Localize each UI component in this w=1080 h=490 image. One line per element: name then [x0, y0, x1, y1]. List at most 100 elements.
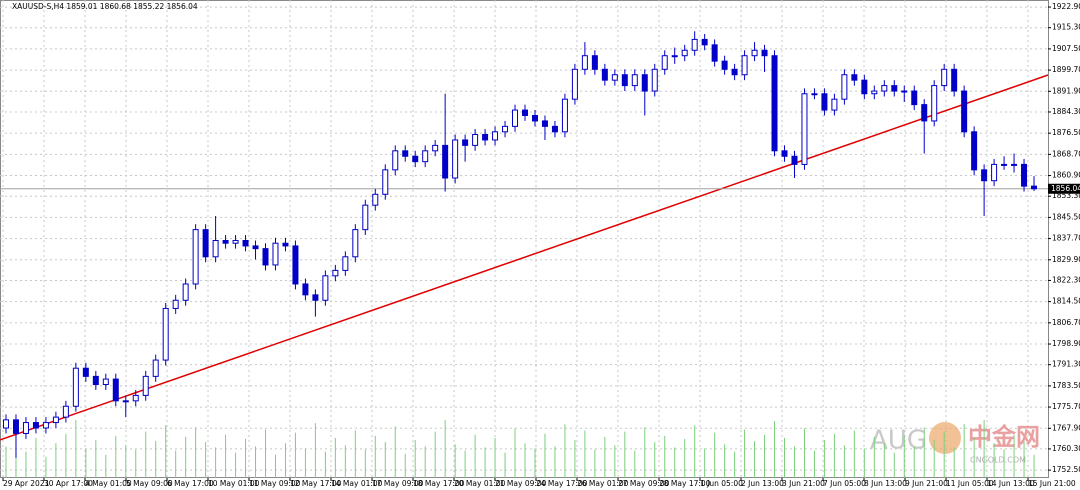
candle-body	[971, 131, 978, 171]
x-tick-label: 17 May 09:00	[372, 479, 424, 488]
candle-body	[282, 242, 289, 247]
x-tick-label: 24 May 17:00	[536, 479, 588, 488]
volume-bar	[724, 444, 726, 478]
candle-body	[641, 74, 648, 92]
volume-bar	[1013, 434, 1015, 478]
volume-bar	[504, 452, 506, 478]
watermark-logo	[929, 422, 961, 454]
volume-bar	[873, 436, 875, 478]
volume-bar	[624, 431, 626, 478]
volume-bar	[394, 426, 396, 478]
volume-bar	[235, 452, 237, 478]
candle-body	[591, 55, 598, 70]
watermark: CNGOLD.COM	[970, 456, 1026, 465]
volume-bar	[165, 425, 167, 478]
candle-body	[761, 49, 768, 57]
x-tick-label: 7 Jun 05:00	[823, 479, 866, 488]
volume-bar	[604, 436, 606, 478]
candle-body	[821, 93, 828, 111]
volume-bar	[35, 437, 37, 478]
candle-body	[362, 204, 369, 231]
volume-bar	[1003, 449, 1005, 478]
candle-body	[122, 400, 129, 403]
volume-bar	[833, 433, 835, 478]
volume-bar	[374, 435, 376, 478]
candle-body	[701, 38, 708, 46]
y-tick-label: 1922.90	[1052, 2, 1080, 11]
candle-body	[731, 68, 738, 76]
candle-body	[162, 307, 169, 361]
candle-body	[402, 150, 409, 157]
volume-bar	[334, 437, 336, 478]
candle-body	[921, 104, 928, 122]
candle-body	[292, 245, 299, 285]
candle-body	[342, 256, 349, 271]
x-tick-label: 1 Jun 05:00	[700, 479, 743, 488]
candle-body	[382, 169, 389, 195]
volume-bar	[215, 447, 217, 478]
candle-body	[182, 283, 189, 301]
candle-body	[801, 93, 808, 165]
candle-body	[601, 68, 608, 81]
candle-body	[372, 193, 379, 206]
candle-body	[771, 55, 778, 152]
volume-bar	[863, 448, 865, 478]
candle-body	[492, 131, 499, 141]
volume-bar	[983, 420, 985, 478]
x-tick-label: 8 Jun 13:00	[864, 479, 907, 488]
volume-bar	[314, 423, 316, 478]
x-tick-label: 10 May 01:00	[208, 479, 260, 488]
volume-bar	[514, 428, 516, 478]
volume-bar	[155, 441, 157, 478]
candle-body	[42, 422, 49, 429]
volume-bar	[913, 446, 915, 478]
volume-bar	[534, 448, 536, 478]
y-tick-label: 1868.70	[1052, 149, 1080, 158]
volume-bar	[494, 437, 496, 478]
candle-body	[92, 375, 99, 386]
y-tick-label: 1783.50	[1052, 381, 1080, 390]
volume-bar	[205, 442, 207, 478]
candle-body	[541, 120, 548, 127]
y-tick-label: 1845.50	[1052, 212, 1080, 221]
candle-body	[721, 60, 728, 70]
volume-bar	[265, 429, 266, 478]
volume-bar	[454, 444, 456, 478]
y-tick-label: 1884.30	[1052, 107, 1080, 116]
volume-bar	[843, 445, 845, 478]
volume-bar	[973, 437, 975, 478]
candle-body	[412, 155, 419, 163]
candle-body	[232, 239, 239, 244]
y-tick-label: 1837.70	[1052, 234, 1080, 243]
x-tick-label: 15 Jun 21:00	[1028, 479, 1076, 488]
candle-body	[581, 55, 588, 70]
volume-bar	[634, 450, 636, 478]
candle-body	[302, 283, 309, 296]
candle-body	[871, 90, 878, 95]
candle-body	[851, 74, 858, 81]
candle-body	[392, 150, 399, 171]
y-tick-label: 1791.30	[1052, 360, 1080, 369]
volume-bar	[793, 446, 795, 478]
candle-body	[711, 44, 718, 62]
volume-bar	[933, 440, 935, 478]
candle-body	[661, 55, 668, 70]
volume-bar	[474, 434, 476, 478]
y-tick-label: 1876.50	[1052, 128, 1080, 137]
x-tick-label: 12 May 17:00	[290, 479, 342, 488]
candle-body	[951, 68, 958, 92]
candle-body	[502, 125, 509, 133]
candle-body	[132, 394, 139, 402]
volume-bar	[444, 420, 446, 478]
volume-bar	[324, 451, 326, 478]
y-tick-label: 1760.30	[1052, 444, 1080, 453]
volume-bar	[784, 437, 785, 478]
y-tick-label: 1806.70	[1052, 318, 1080, 327]
volume-bar	[354, 430, 356, 478]
volume-bar	[813, 450, 815, 478]
volume-bar	[75, 420, 77, 478]
volume-bar	[185, 436, 187, 478]
candle-body	[991, 163, 998, 182]
y-tick-label: 1752.50	[1052, 465, 1080, 474]
